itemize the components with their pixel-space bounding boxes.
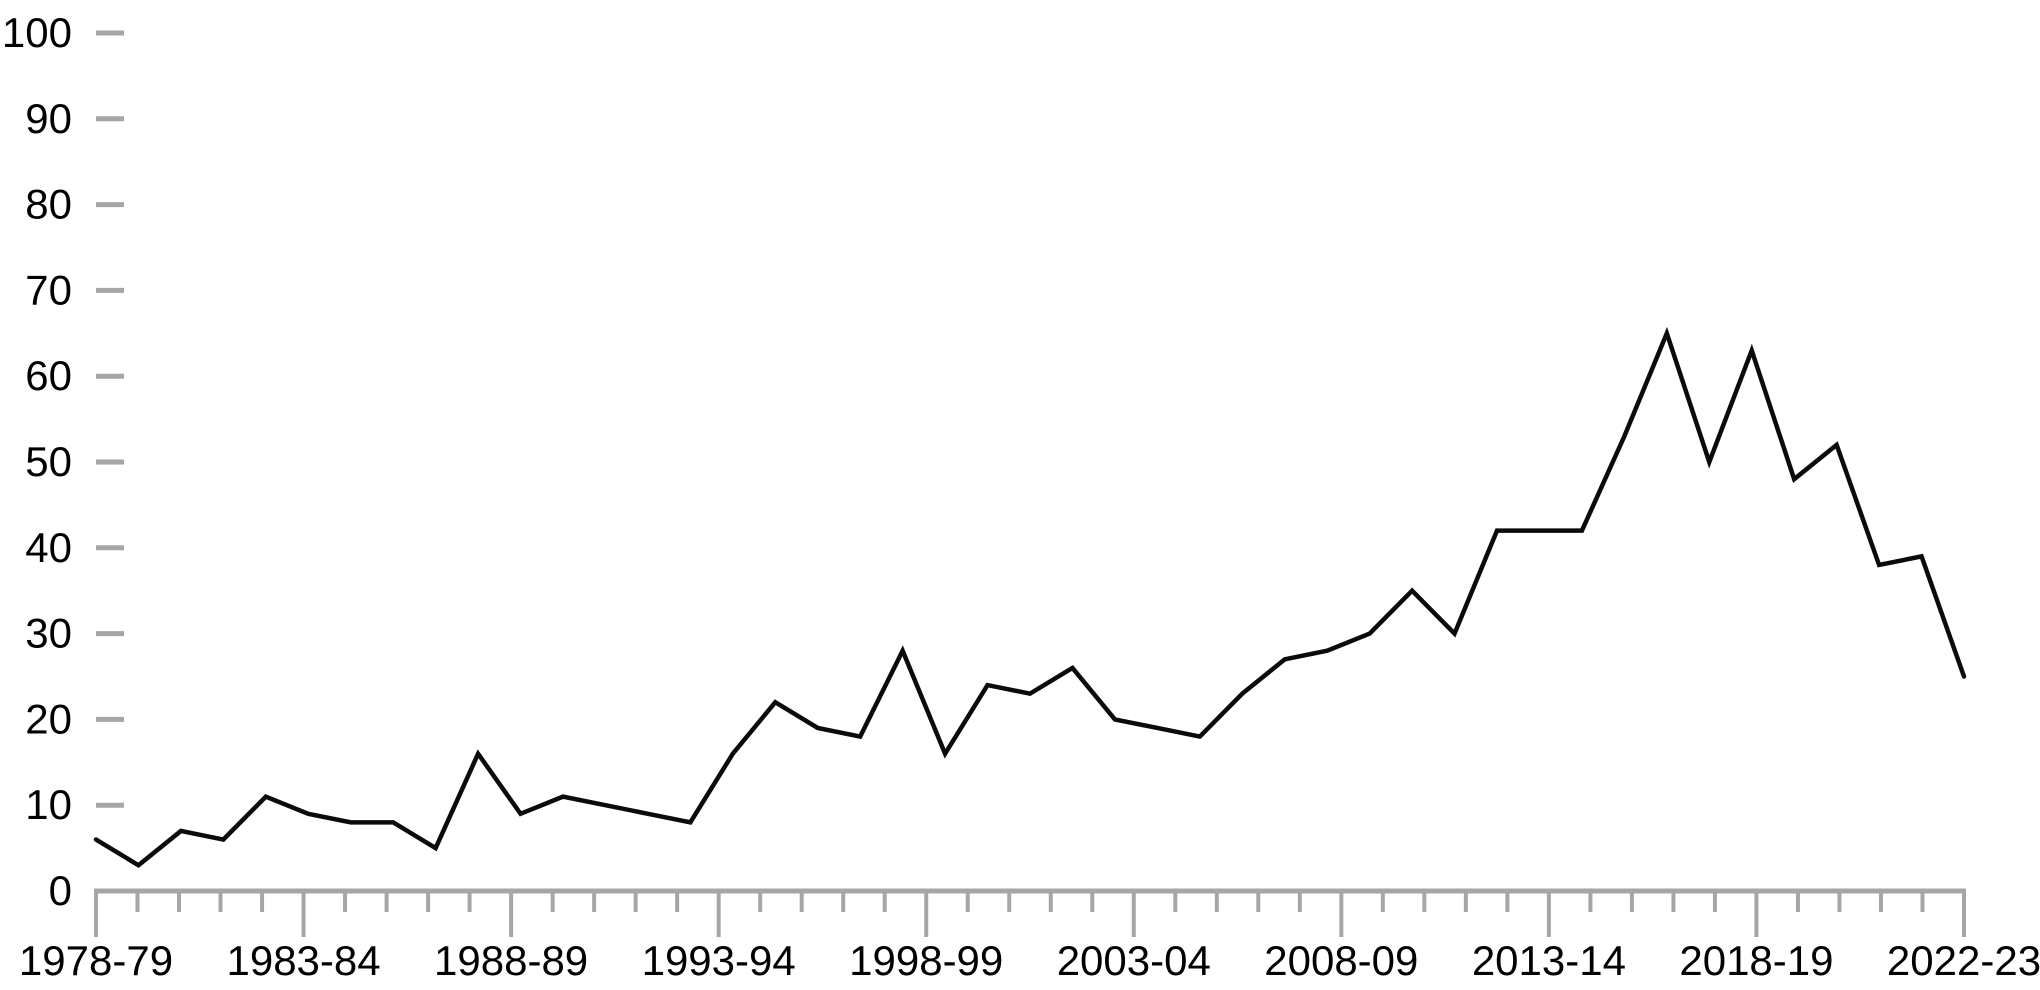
x-axis-tick-label: 1998-99 [849, 937, 1003, 984]
y-axis-tick-label: 70 [25, 266, 72, 313]
series-line [93, 326, 1967, 869]
y-axis-tick-label: 50 [25, 438, 72, 485]
x-axis-tick-label: 1988-89 [434, 937, 588, 984]
y-axis-tick-label: 80 [25, 181, 72, 228]
x-axis-tick-label: 1993-94 [642, 937, 796, 984]
y-axis-tick-label: 90 [25, 95, 72, 142]
x-axis-tick-label: 1978-79 [19, 937, 173, 984]
x-axis: 1978-79 1983-84 1988-89 1993-94 1998-99 2003-… [19, 888, 2040, 984]
y-axis-tick-label: 30 [25, 610, 72, 657]
y-axis: 0 10 20 30 40 50 60 70 80 90 100 [2, 9, 124, 914]
x-axis-tick-label: 2003-04 [1057, 937, 1211, 984]
y-axis-tick-label: 10 [25, 781, 72, 828]
data-series [93, 326, 1967, 869]
y-axis-tick-label: 60 [25, 352, 72, 399]
y-axis-tick-label: 40 [25, 524, 72, 571]
y-axis-tick-label: 20 [25, 695, 72, 742]
x-axis-tick-label: 2013-14 [1472, 937, 1626, 984]
y-axis-tick-label: 100 [2, 9, 72, 56]
x-axis-tick-label: 2022-23 [1887, 937, 2040, 984]
y-axis-tick-label: 0 [49, 867, 72, 914]
x-axis-tick-label: 2018-19 [1679, 937, 1833, 984]
x-axis-tick-label: 1983-84 [226, 937, 380, 984]
x-axis-tick-label: 2008-09 [1264, 937, 1418, 984]
